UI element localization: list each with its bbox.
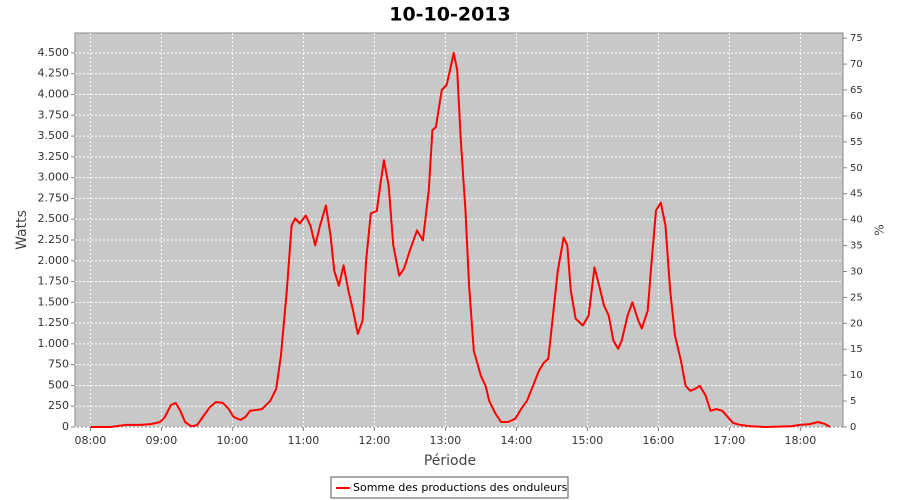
y-axis-label: Watts (14, 210, 30, 250)
y-tick-label: 2.250 (38, 233, 70, 246)
y-tick-label: 3.750 (38, 108, 70, 121)
x-tick-label: 18:00 (785, 434, 817, 447)
x-tick-label: 13:00 (430, 434, 462, 447)
y-tick-label: 1.750 (38, 275, 70, 288)
y-tick-label: 1.000 (38, 337, 70, 350)
y2-tick-label: 50 (850, 163, 863, 174)
y2-tick-label: 30 (850, 266, 863, 277)
grid (75, 33, 843, 428)
y2-tick-label: 75 (850, 33, 863, 44)
y2-tick-label: 40 (850, 215, 863, 226)
y-tick-label: 3.500 (38, 129, 70, 142)
y-tick-label: 4.500 (38, 46, 70, 59)
y2-tick-label: 0 (850, 422, 856, 433)
chart-title: 10-10-2013 (389, 4, 511, 26)
y2-tick-label: 70 (850, 59, 863, 70)
y2-tick-label: 5 (850, 396, 856, 407)
y-tick-label: 3.000 (38, 171, 70, 184)
y2-tick-label: 25 (850, 292, 863, 303)
x-tick-label: 11:00 (288, 434, 320, 447)
y2-tick-label: 10 (850, 370, 863, 381)
y-tick-label: 3.250 (38, 150, 70, 163)
y2-axis-label: % (873, 224, 887, 235)
legend-label: Somme des productions des onduleurs (353, 481, 568, 494)
x-tick-label: 08:00 (75, 434, 107, 447)
y2-tick-label: 45 (850, 189, 863, 200)
y2-tick-label: 60 (850, 111, 863, 122)
y2-tick-label: 65 (850, 85, 863, 96)
y-tick-label: 2.000 (38, 254, 70, 267)
y-tick-label: 1.250 (38, 316, 70, 329)
x-tick-label: 12:00 (359, 434, 391, 447)
y2-tick-label: 55 (850, 137, 863, 148)
y-tick-label: 1.500 (38, 295, 70, 308)
x-tick-label: 10:00 (217, 434, 249, 447)
y-tick-label: 750 (48, 358, 69, 371)
x-tick-label: 17:00 (714, 434, 746, 447)
x-tick-label: 16:00 (643, 434, 675, 447)
y-tick-label: 4.000 (38, 88, 70, 101)
y-tick-label: 2.500 (38, 212, 70, 225)
y-tick-label: 2.750 (38, 191, 70, 204)
y2-tick-label: 20 (850, 318, 863, 329)
x-axis-label: Période (424, 453, 476, 469)
x-tick-label: 15:00 (572, 434, 604, 447)
x-tick-label: 14:00 (501, 434, 533, 447)
series-line (90, 51, 831, 428)
y-tick-label: 500 (48, 378, 69, 391)
legend: Somme des productions des onduleurs (330, 476, 569, 499)
y2-tick-label: 35 (850, 241, 863, 252)
y2-tick-label: 15 (850, 344, 863, 355)
y-tick-label: 250 (48, 399, 69, 412)
legend-box (330, 476, 569, 499)
y-tick-label: 0 (62, 420, 69, 433)
y-tick-label: 4.250 (38, 67, 70, 80)
x-tick-label: 09:00 (146, 434, 178, 447)
